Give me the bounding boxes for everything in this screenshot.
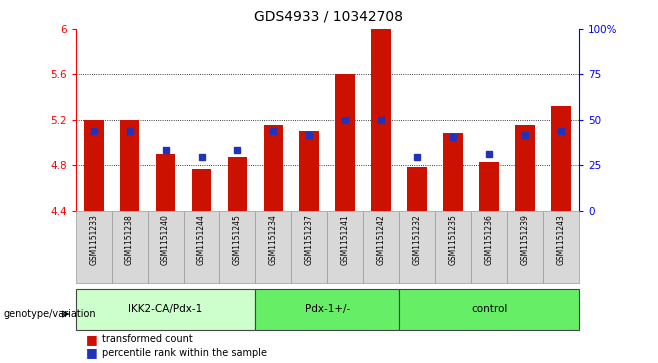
Bar [220,211,255,283]
Bar [443,134,463,211]
Bar [184,211,220,283]
Bar [147,211,184,283]
Bar [264,126,284,211]
Bar [407,167,427,211]
Text: GSM1151243: GSM1151243 [557,214,566,265]
Bar [479,162,499,211]
Bar [371,29,391,211]
Text: percentile rank within the sample: percentile rank within the sample [102,348,267,358]
Text: GSM1151239: GSM1151239 [520,214,530,265]
Bar [515,126,535,211]
Bar [471,211,507,283]
Bar [228,157,247,211]
Bar [76,289,255,330]
Text: GSM1151237: GSM1151237 [305,214,314,265]
Bar [299,131,319,211]
Text: IKK2-CA/Pdx-1: IKK2-CA/Pdx-1 [128,305,203,314]
Bar [76,211,112,283]
Bar [543,211,579,283]
Bar [399,211,435,283]
Bar [191,168,211,211]
Text: transformed count: transformed count [102,334,193,344]
Text: GSM1151232: GSM1151232 [413,214,422,265]
Text: GSM1151236: GSM1151236 [485,214,494,265]
Text: genotype/variation: genotype/variation [3,309,96,319]
Text: Pdx-1+/-: Pdx-1+/- [305,305,350,314]
Bar [327,211,363,283]
Text: control: control [471,305,507,314]
Bar [363,211,399,283]
Bar [156,154,176,211]
Bar [399,289,579,330]
Text: GSM1151235: GSM1151235 [449,214,458,265]
Text: GSM1151238: GSM1151238 [125,214,134,265]
Text: GSM1151234: GSM1151234 [269,214,278,265]
Text: GSM1151233: GSM1151233 [89,214,98,265]
Text: GSM1151240: GSM1151240 [161,214,170,265]
Text: GSM1151245: GSM1151245 [233,214,242,265]
Bar [551,106,571,211]
Bar [336,74,355,211]
Text: GSM1151242: GSM1151242 [377,214,386,265]
Bar [507,211,543,283]
Bar [255,289,399,330]
Text: GSM1151244: GSM1151244 [197,214,206,265]
Text: GDS4933 / 10342708: GDS4933 / 10342708 [255,9,403,23]
Bar [120,120,139,211]
Bar [291,211,327,283]
Bar [255,211,291,283]
Text: ■: ■ [86,346,97,359]
Text: ■: ■ [86,333,97,346]
Bar [435,211,471,283]
Text: GSM1151241: GSM1151241 [341,214,350,265]
Bar [84,120,103,211]
Bar [112,211,147,283]
